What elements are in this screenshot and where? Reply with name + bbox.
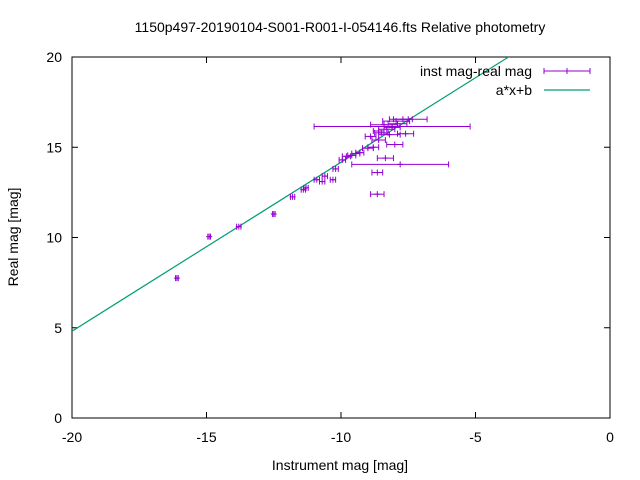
data-point bbox=[270, 211, 277, 218]
data-point bbox=[303, 184, 310, 191]
y-tick-label: 20 bbox=[46, 49, 62, 65]
data-point bbox=[371, 137, 386, 144]
legend: inst mag-real mag a*x+b bbox=[420, 63, 591, 98]
plot-frame bbox=[71, 56, 611, 419]
x-tick-label: -20 bbox=[62, 429, 82, 445]
x-tick-label: -15 bbox=[196, 429, 216, 445]
data-point bbox=[370, 191, 385, 198]
data-point bbox=[370, 121, 398, 128]
y-tick-label: 0 bbox=[54, 410, 62, 426]
data-point bbox=[341, 153, 351, 160]
fit-line bbox=[72, 57, 510, 332]
x-tick-label: 0 bbox=[606, 429, 614, 445]
legend-symbol-errorbar bbox=[543, 68, 591, 74]
data-point bbox=[371, 169, 384, 176]
y-axis-label: Real mag [mag] bbox=[5, 188, 21, 287]
data-point bbox=[289, 193, 296, 200]
fit-line-series bbox=[72, 57, 510, 332]
data-point bbox=[396, 130, 415, 137]
data-point bbox=[235, 223, 242, 230]
y-tick-label: 15 bbox=[46, 139, 62, 155]
data-point bbox=[364, 133, 377, 140]
data-points-series bbox=[173, 116, 471, 282]
x-tick-label: -10 bbox=[331, 429, 351, 445]
data-point bbox=[332, 165, 339, 172]
data-point bbox=[318, 178, 326, 185]
data-point bbox=[386, 141, 404, 148]
data-point bbox=[206, 233, 213, 240]
data-point bbox=[173, 275, 180, 282]
data-point bbox=[329, 176, 337, 183]
x-tick-label: -5 bbox=[469, 429, 482, 445]
data-point bbox=[321, 173, 329, 180]
chart-title: 1150p497-20190104-S001-R001-I-054146.fts… bbox=[135, 19, 546, 35]
data-point bbox=[355, 149, 365, 156]
y-axis: 0 5 10 15 20 bbox=[46, 49, 610, 426]
legend-label-fit: a*x+b bbox=[496, 82, 532, 98]
data-point bbox=[382, 118, 411, 125]
data-point bbox=[376, 155, 394, 162]
x-axis: -20 -15 -10 -5 0 bbox=[62, 57, 614, 445]
x-axis-label: Instrument mag [mag] bbox=[272, 457, 408, 473]
legend-label-inst: inst mag-real mag bbox=[420, 63, 532, 79]
data-point bbox=[372, 128, 385, 135]
y-tick-label: 5 bbox=[54, 320, 62, 336]
data-point bbox=[367, 144, 380, 151]
data-point bbox=[351, 161, 450, 168]
y-tick-label: 10 bbox=[46, 230, 62, 246]
data-point bbox=[313, 176, 320, 183]
